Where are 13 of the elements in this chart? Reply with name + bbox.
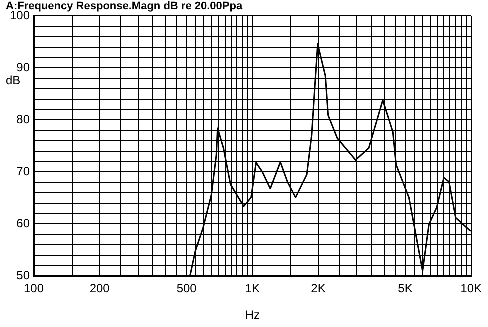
y-tick-label: 50 — [16, 268, 30, 283]
x-tick-label: 5K — [398, 282, 413, 296]
y-axis-title: dB — [6, 74, 21, 88]
x-tick-label: 10K — [460, 282, 482, 296]
y-tick-label: 60 — [16, 216, 30, 231]
x-tick-label: 1K — [245, 282, 260, 296]
x-tick-label: 500 — [176, 282, 198, 296]
x-axis-title: Hz — [245, 308, 260, 322]
y-tick-label: 90 — [16, 60, 30, 75]
x-tick-label: 200 — [90, 282, 110, 296]
y-tick-label: 80 — [16, 112, 30, 127]
x-tick-label: 2K — [311, 282, 326, 296]
y-tick-label: 70 — [16, 164, 30, 179]
